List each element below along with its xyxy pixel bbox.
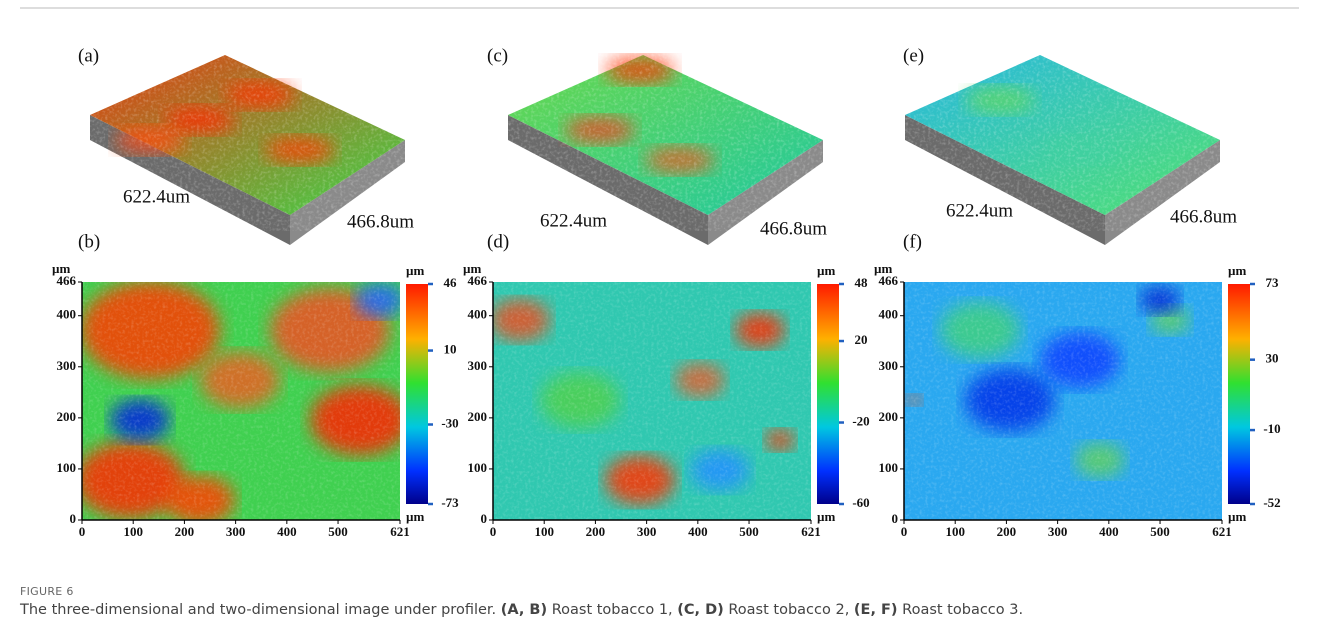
- colorbar: [817, 284, 839, 504]
- x-tick-label: 300: [1048, 524, 1068, 539]
- x-tick-label: 200: [997, 524, 1017, 539]
- width-label: 466.8um: [760, 218, 827, 239]
- height-map: [75, 281, 410, 525]
- y-tick-label: 400: [57, 307, 77, 322]
- colorbar-tick-label: -73: [441, 495, 459, 510]
- y-tick-label: 200: [57, 409, 77, 424]
- caption-part: (E, F): [854, 602, 898, 618]
- y-tick-label: 100: [468, 460, 488, 475]
- panel-label: (c): [487, 45, 508, 66]
- caption-part: (C, D): [677, 602, 724, 618]
- y-tick-label: 300: [879, 358, 899, 373]
- x-tick-label: 400: [277, 524, 297, 539]
- width-label: 466.8um: [347, 211, 414, 232]
- colorbar-tick-label: -20: [852, 414, 869, 429]
- y-tick-label: 300: [57, 358, 77, 373]
- x-tick-label: 300: [637, 524, 657, 539]
- x-tick-label: 0: [490, 524, 497, 539]
- colorbar: [1228, 284, 1250, 504]
- x-tick-label: 200: [175, 524, 195, 539]
- figure-page: (a) 622.4um 466.8um (c) 622.4um 466.8um (e) 622…: [0, 0, 1319, 629]
- width-label: 466.8um: [1170, 206, 1237, 227]
- length-label: 622.4um: [123, 186, 190, 207]
- colorbar-unit: µm: [406, 263, 424, 278]
- colorbar-bottom-unit: µm: [1228, 509, 1246, 524]
- y-tick-label: 100: [57, 460, 77, 475]
- y-tick-label: 466: [879, 273, 899, 288]
- x-tick-label: 0: [901, 524, 908, 539]
- colorbar: [406, 284, 428, 504]
- y-tick-label: 0: [481, 511, 488, 526]
- map-texture: [493, 282, 811, 520]
- panel-label: (a): [78, 45, 99, 66]
- x-tick-label: 500: [739, 524, 759, 539]
- colorbar-bottom-unit: µm: [817, 509, 835, 524]
- y-tick-label: 200: [879, 409, 899, 424]
- colorbar-tick-label: -10: [1263, 421, 1280, 436]
- y-tick-label: 400: [879, 307, 899, 322]
- colorbar-unit: µm: [1228, 263, 1246, 278]
- x-tick-label: 500: [328, 524, 348, 539]
- length-label: 622.4um: [946, 200, 1013, 221]
- height-map: [904, 282, 1222, 520]
- y-tick-label: 466: [57, 273, 77, 288]
- x-tick-label: 400: [688, 524, 708, 539]
- caption-number: FIGURE 6: [20, 585, 1023, 598]
- x-tick-label: 100: [534, 524, 554, 539]
- x-tick-label: 621: [390, 524, 410, 539]
- panel-label: (b): [78, 231, 100, 252]
- x-tick-label: 100: [945, 524, 965, 539]
- panel-label: (e): [903, 45, 924, 66]
- caption-text: The three-dimensional and two-dimensiona…: [20, 602, 1023, 618]
- colorbar-tick-label: 48: [855, 275, 869, 290]
- colorbar-tick-label: 73: [1266, 275, 1280, 290]
- colorbar-tick-label: 46: [444, 275, 458, 290]
- caption-part: Roast tobacco 2,: [724, 602, 854, 618]
- caption-part: Roast tobacco 3.: [898, 602, 1024, 618]
- colorbar-tick-label: -30: [441, 415, 458, 430]
- x-tick-label: 0: [79, 524, 86, 539]
- figure: (a) 622.4um 466.8um (c) 622.4um 466.8um (e) 622…: [0, 0, 1319, 580]
- colorbar-tick-label: 20: [855, 332, 868, 347]
- y-tick-label: 200: [468, 409, 488, 424]
- map-texture: [904, 282, 1222, 520]
- caption-part: Roast tobacco 1,: [547, 602, 677, 618]
- map-texture: [82, 282, 400, 520]
- height-map: [490, 282, 811, 520]
- x-tick-label: 100: [123, 524, 143, 539]
- colorbar-unit: µm: [817, 263, 835, 278]
- y-tick-label: 466: [468, 273, 488, 288]
- panel-label: (d): [487, 231, 509, 252]
- panel-label: (f): [903, 231, 922, 252]
- x-tick-label: 621: [1212, 524, 1232, 539]
- y-tick-label: 100: [879, 460, 899, 475]
- length-label: 622.4um: [540, 210, 607, 231]
- x-tick-label: 621: [801, 524, 821, 539]
- colorbar-bottom-unit: µm: [406, 509, 424, 524]
- x-tick-label: 300: [226, 524, 246, 539]
- y-tick-label: 300: [468, 358, 488, 373]
- x-tick-label: 200: [586, 524, 606, 539]
- colorbar-tick-label: 30: [1266, 351, 1279, 366]
- y-tick-label: 0: [70, 511, 77, 526]
- caption-part: (A, B): [501, 602, 547, 618]
- colorbar-tick-label: 10: [444, 342, 457, 357]
- x-tick-label: 500: [1150, 524, 1170, 539]
- colorbar-tick-label: -60: [852, 495, 869, 510]
- y-tick-label: 0: [892, 511, 899, 526]
- caption: FIGURE 6 The three-dimensional and two-d…: [20, 585, 1023, 618]
- x-tick-label: 400: [1099, 524, 1119, 539]
- caption-part: The three-dimensional and two-dimensiona…: [20, 602, 501, 618]
- colorbar-tick-label: -52: [1263, 495, 1280, 510]
- y-tick-label: 400: [468, 307, 488, 322]
